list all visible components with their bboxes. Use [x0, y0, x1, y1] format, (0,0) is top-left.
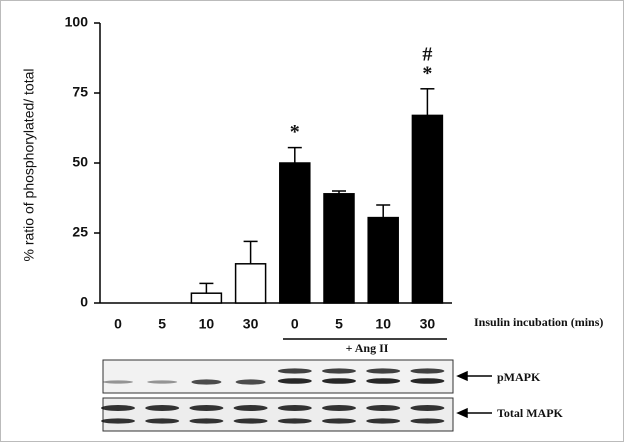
group-label: + Ang II [346, 341, 389, 355]
x-tick-label: 5 [158, 316, 166, 332]
blot-band [410, 368, 445, 374]
arrows [456, 370, 492, 419]
y-axis-label: % ratio of phosphorylated/ total [21, 68, 37, 261]
bar [411, 114, 444, 304]
blot-panel [102, 397, 454, 432]
bar [367, 216, 399, 304]
blot-band [191, 379, 222, 385]
blot-band [277, 368, 312, 374]
blot-label: pMAPK [497, 370, 541, 384]
blot-band [233, 418, 268, 424]
blot-band [145, 418, 180, 424]
blot-band [322, 378, 356, 384]
blot-band [410, 418, 445, 424]
blot-band [101, 405, 135, 411]
y-tick-label: 0 [80, 294, 88, 310]
x-tick-label: 5 [335, 316, 343, 332]
blot-band [277, 378, 312, 384]
y-tick-label: 75 [72, 84, 88, 100]
blot-label: Total MAPK [497, 406, 564, 420]
y-tick-label: 100 [65, 14, 89, 30]
blot-band [366, 378, 401, 384]
blot-band [366, 418, 401, 424]
x-tick-label: 30 [243, 316, 259, 332]
blot-band [145, 405, 180, 411]
bar [190, 292, 223, 304]
blot-band [322, 418, 356, 424]
blot-band [277, 405, 312, 411]
blot-band [322, 368, 356, 374]
blot-band [101, 418, 135, 424]
x-tick-label: 30 [420, 316, 436, 332]
bar [323, 193, 355, 304]
blot-panel [102, 359, 454, 394]
blot-band [322, 405, 356, 411]
blot-band [189, 405, 224, 411]
blot-band [103, 380, 133, 384]
annotation: * [422, 62, 432, 84]
blot-band [233, 405, 268, 411]
x-tick-label: 10 [375, 316, 391, 332]
blot-band [147, 380, 178, 384]
blot-band [410, 405, 445, 411]
blot-band [410, 378, 445, 384]
blot-band [189, 418, 224, 424]
blot-band [366, 405, 401, 411]
x-tick-label: 0 [291, 316, 299, 332]
x-axis-label: Insulin incubation (mins) [474, 315, 603, 329]
x-tick-label: 10 [199, 316, 215, 332]
y-tick-label: 50 [72, 154, 88, 170]
bar [279, 162, 311, 304]
x-tick-label: 0 [114, 316, 122, 332]
y-tick-label: 25 [72, 224, 88, 240]
blot-band [277, 418, 312, 424]
blot-band [235, 379, 266, 385]
annotation: * [290, 121, 300, 143]
bar [234, 263, 267, 304]
annotation: # [422, 43, 432, 65]
blot-band [366, 368, 401, 374]
